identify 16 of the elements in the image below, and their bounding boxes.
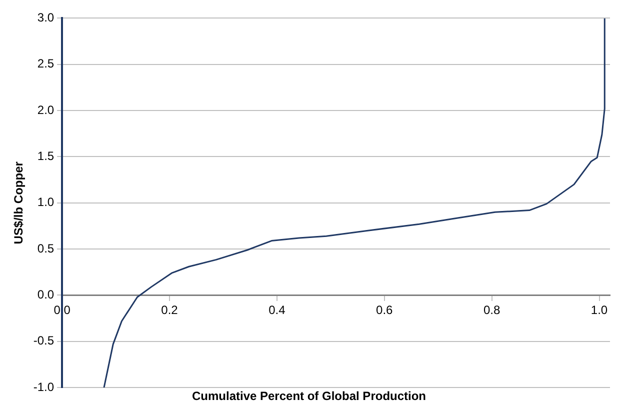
x-tick-label: 0.4 — [268, 302, 286, 317]
x-tick-label: 0.6 — [376, 302, 394, 317]
x-tick-label: 0.2 — [161, 302, 178, 317]
x-tick-label: 1.0 — [590, 302, 608, 317]
y-tick-label: 2.0 — [37, 102, 54, 117]
x-tick-label: 0.8 — [483, 302, 500, 317]
y-tick-label: -1.0 — [33, 380, 54, 394]
y-tick-label: 3.0 — [37, 10, 54, 25]
x-axis-title: Cumulative Percent of Global Production — [192, 389, 426, 404]
y-tick-label: 0.0 — [37, 288, 54, 302]
y-axis-title: US$/lb Copper — [12, 161, 26, 244]
y-tick-label: 1.5 — [37, 149, 54, 164]
y-tick-label: -0.5 — [33, 334, 54, 348]
y-tick-label: 2.5 — [37, 56, 54, 71]
y-tick-label: 1.0 — [37, 195, 54, 210]
y-tick-label: 0.5 — [37, 241, 54, 256]
